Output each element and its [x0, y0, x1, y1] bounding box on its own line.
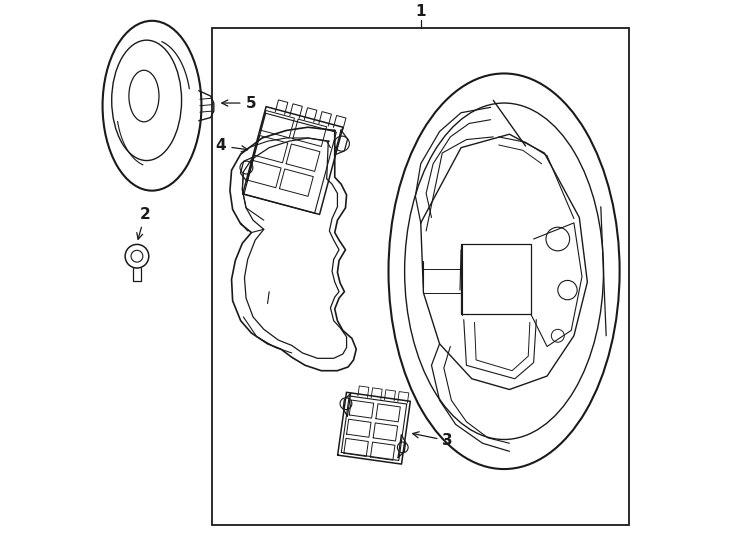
Text: 3: 3 — [413, 432, 453, 448]
Text: 1: 1 — [415, 4, 426, 19]
Text: 4: 4 — [216, 138, 247, 153]
Text: 2: 2 — [137, 207, 150, 239]
Bar — [212, 28, 629, 525]
Text: 5: 5 — [222, 96, 256, 111]
